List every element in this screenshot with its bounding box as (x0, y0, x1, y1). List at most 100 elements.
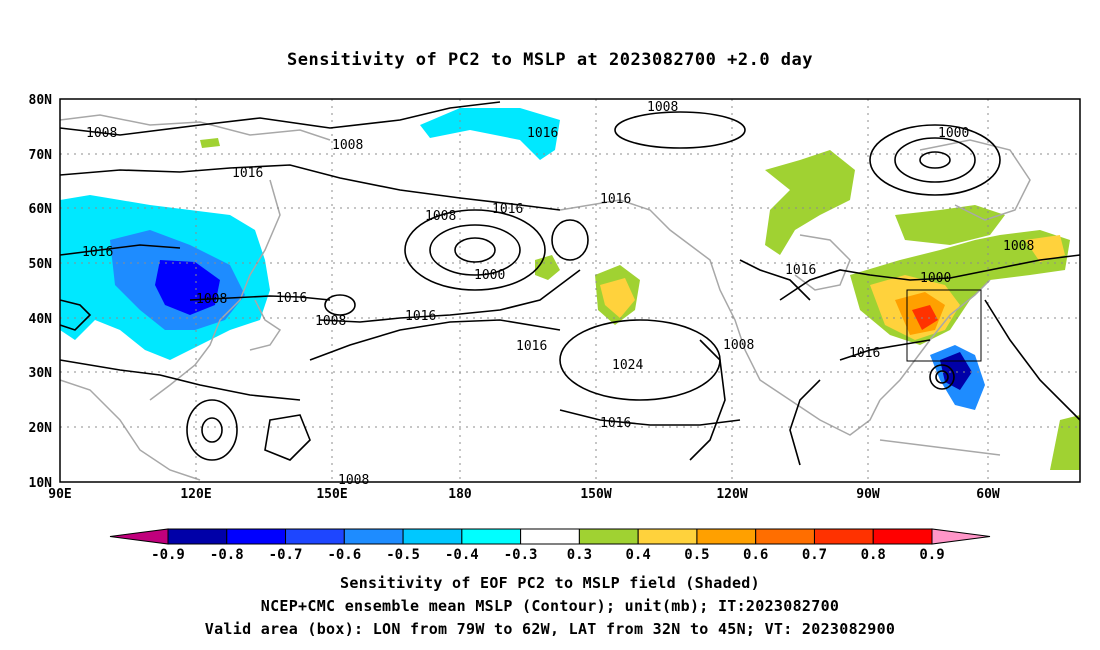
contour-small-low-1 (551, 219, 589, 261)
lon-label: 150W (580, 487, 611, 502)
contour-label: 1016 (527, 126, 558, 141)
contour-line (984, 299, 1081, 421)
contour-low-greenland-outer (869, 124, 1001, 196)
positive-region-canada (765, 150, 855, 255)
contour-cyclone-outer (929, 364, 955, 390)
contour-line (689, 339, 726, 461)
contour-label: 1000 (920, 271, 951, 286)
lon-label: 90E (48, 487, 71, 502)
contour-label: 1024 (612, 358, 643, 373)
contour-label: 1016 (492, 202, 523, 217)
colorbar-label: -0.5 (386, 547, 420, 563)
contour-line (309, 319, 561, 361)
colorbar-label: -0.4 (445, 547, 479, 563)
coastline-greenland (919, 139, 1031, 221)
coastline-seasia (59, 379, 201, 481)
map-title: Sensitivity of PC2 to MSLP at 2023082700… (286, 50, 813, 70)
latitude-labels: 80N 70N 60N 50N 40N 30N 20N 10N (29, 93, 53, 491)
colorbar-swatch (343, 528, 404, 545)
longitude-labels: 90E 120E 150E 180 150W 120W 90W 60W (48, 487, 1000, 502)
contour-low-pacific-inner (454, 237, 496, 263)
coastline-japan (249, 299, 282, 351)
colorbar-swatch (696, 528, 757, 545)
contour-line (839, 339, 931, 361)
colorbar-swatch (461, 528, 522, 545)
lat-label: 50N (29, 257, 53, 272)
contour-label: 1016 (82, 245, 113, 260)
colorbar-arrow-high (931, 528, 991, 545)
colorbar-label: 0.5 (684, 547, 709, 563)
contour-low-greenland-mid (894, 137, 976, 183)
contour-label: 1008 (647, 100, 678, 115)
colorbar-label: -0.7 (269, 547, 303, 563)
colorbar-label: -0.6 (327, 547, 361, 563)
coastline-hudson (794, 234, 851, 291)
contour-label: 1008 (338, 473, 369, 488)
contour-label: 1008 (332, 138, 363, 153)
contour-labels: 1008 1008 1016 1008 1016 1000 1016 1008 … (82, 100, 1034, 488)
lat-label: 40N (29, 312, 53, 327)
colorbar-arrow-low (109, 528, 169, 545)
positive-yellow-greenland (1025, 235, 1065, 262)
coastlines (59, 114, 1031, 481)
contour-label: 1008 (723, 338, 754, 353)
contour-typhoon-outer (186, 399, 238, 461)
coastline-alaska (559, 199, 881, 436)
contour-label: 1016 (600, 192, 631, 207)
contour-line (59, 101, 501, 136)
colorbar-swatch (285, 528, 345, 545)
colorbar-swatch (872, 528, 933, 545)
contour-label: 1008 (86, 126, 117, 141)
lon-label: 180 (448, 487, 472, 502)
contour-typhoon-inner (201, 417, 223, 443)
lon-label: 120W (716, 487, 747, 502)
negative-region-arctic (420, 108, 560, 160)
lon-label: 120E (180, 487, 211, 502)
contour-line (189, 295, 331, 301)
caption-contour: NCEP+CMC ensemble mean MSLP (Contour); u… (260, 597, 840, 615)
contour-cyclone-inner (935, 370, 949, 384)
lat-label: 60N (29, 202, 53, 217)
contour-label: 1008 (315, 314, 346, 329)
colorbar-labels: -0.9 -0.8 -0.7 -0.6 -0.5 -0.4 -0.3 0.3 0.4 0.5 0.6… (151, 547, 945, 563)
lat-label: 10N (29, 476, 53, 491)
contour-line (59, 164, 561, 211)
contour-label: 1016 (276, 291, 307, 306)
positive-small-2 (1050, 415, 1080, 470)
caption-shading: Sensitivity of EOF PC2 to MSLP field (Sh… (340, 574, 760, 592)
coastline-asia-north (59, 114, 331, 141)
colorbar-label: 0.7 (802, 547, 827, 563)
contour-line (59, 359, 301, 401)
colorbar-swatch (813, 528, 874, 545)
colorbar-label: 0.8 (861, 547, 886, 563)
lat-label: 30N (29, 366, 53, 381)
graticule (60, 99, 1080, 482)
contour-label: 1000 (474, 268, 505, 283)
lat-label: 70N (29, 148, 53, 163)
contour-low-arctic (614, 111, 746, 149)
colorbar-swatch (167, 528, 228, 545)
contour-small-low-2 (324, 294, 356, 316)
contour-line (789, 379, 821, 466)
contour-label: 1000 (938, 126, 969, 141)
lat-label: 80N (29, 93, 53, 108)
contour-label: 1016 (600, 416, 631, 431)
contour-label: 1016 (849, 346, 880, 361)
colorbar-label: -0.8 (210, 547, 244, 563)
coastline-asia-east (149, 179, 281, 401)
contour-label: 1016 (405, 309, 436, 324)
contour-label: 1008 (196, 292, 227, 307)
positive-region-greenland (895, 205, 1005, 245)
contour-low-pacific-outer (404, 209, 546, 291)
lon-label: 60W (976, 487, 1000, 502)
colorbar-swatch (637, 528, 698, 545)
mslp-contours (59, 101, 1081, 466)
positive-small-1 (535, 255, 560, 280)
contour-low-greenland-inner (919, 151, 951, 169)
contour-label: 1008 (425, 209, 456, 224)
contour-label: 1016 (785, 263, 816, 278)
colorbar-swatch (402, 528, 463, 545)
colorbar-label: -0.3 (504, 547, 538, 563)
lat-label: 20N (29, 421, 53, 436)
contour-label: 1016 (516, 339, 547, 354)
